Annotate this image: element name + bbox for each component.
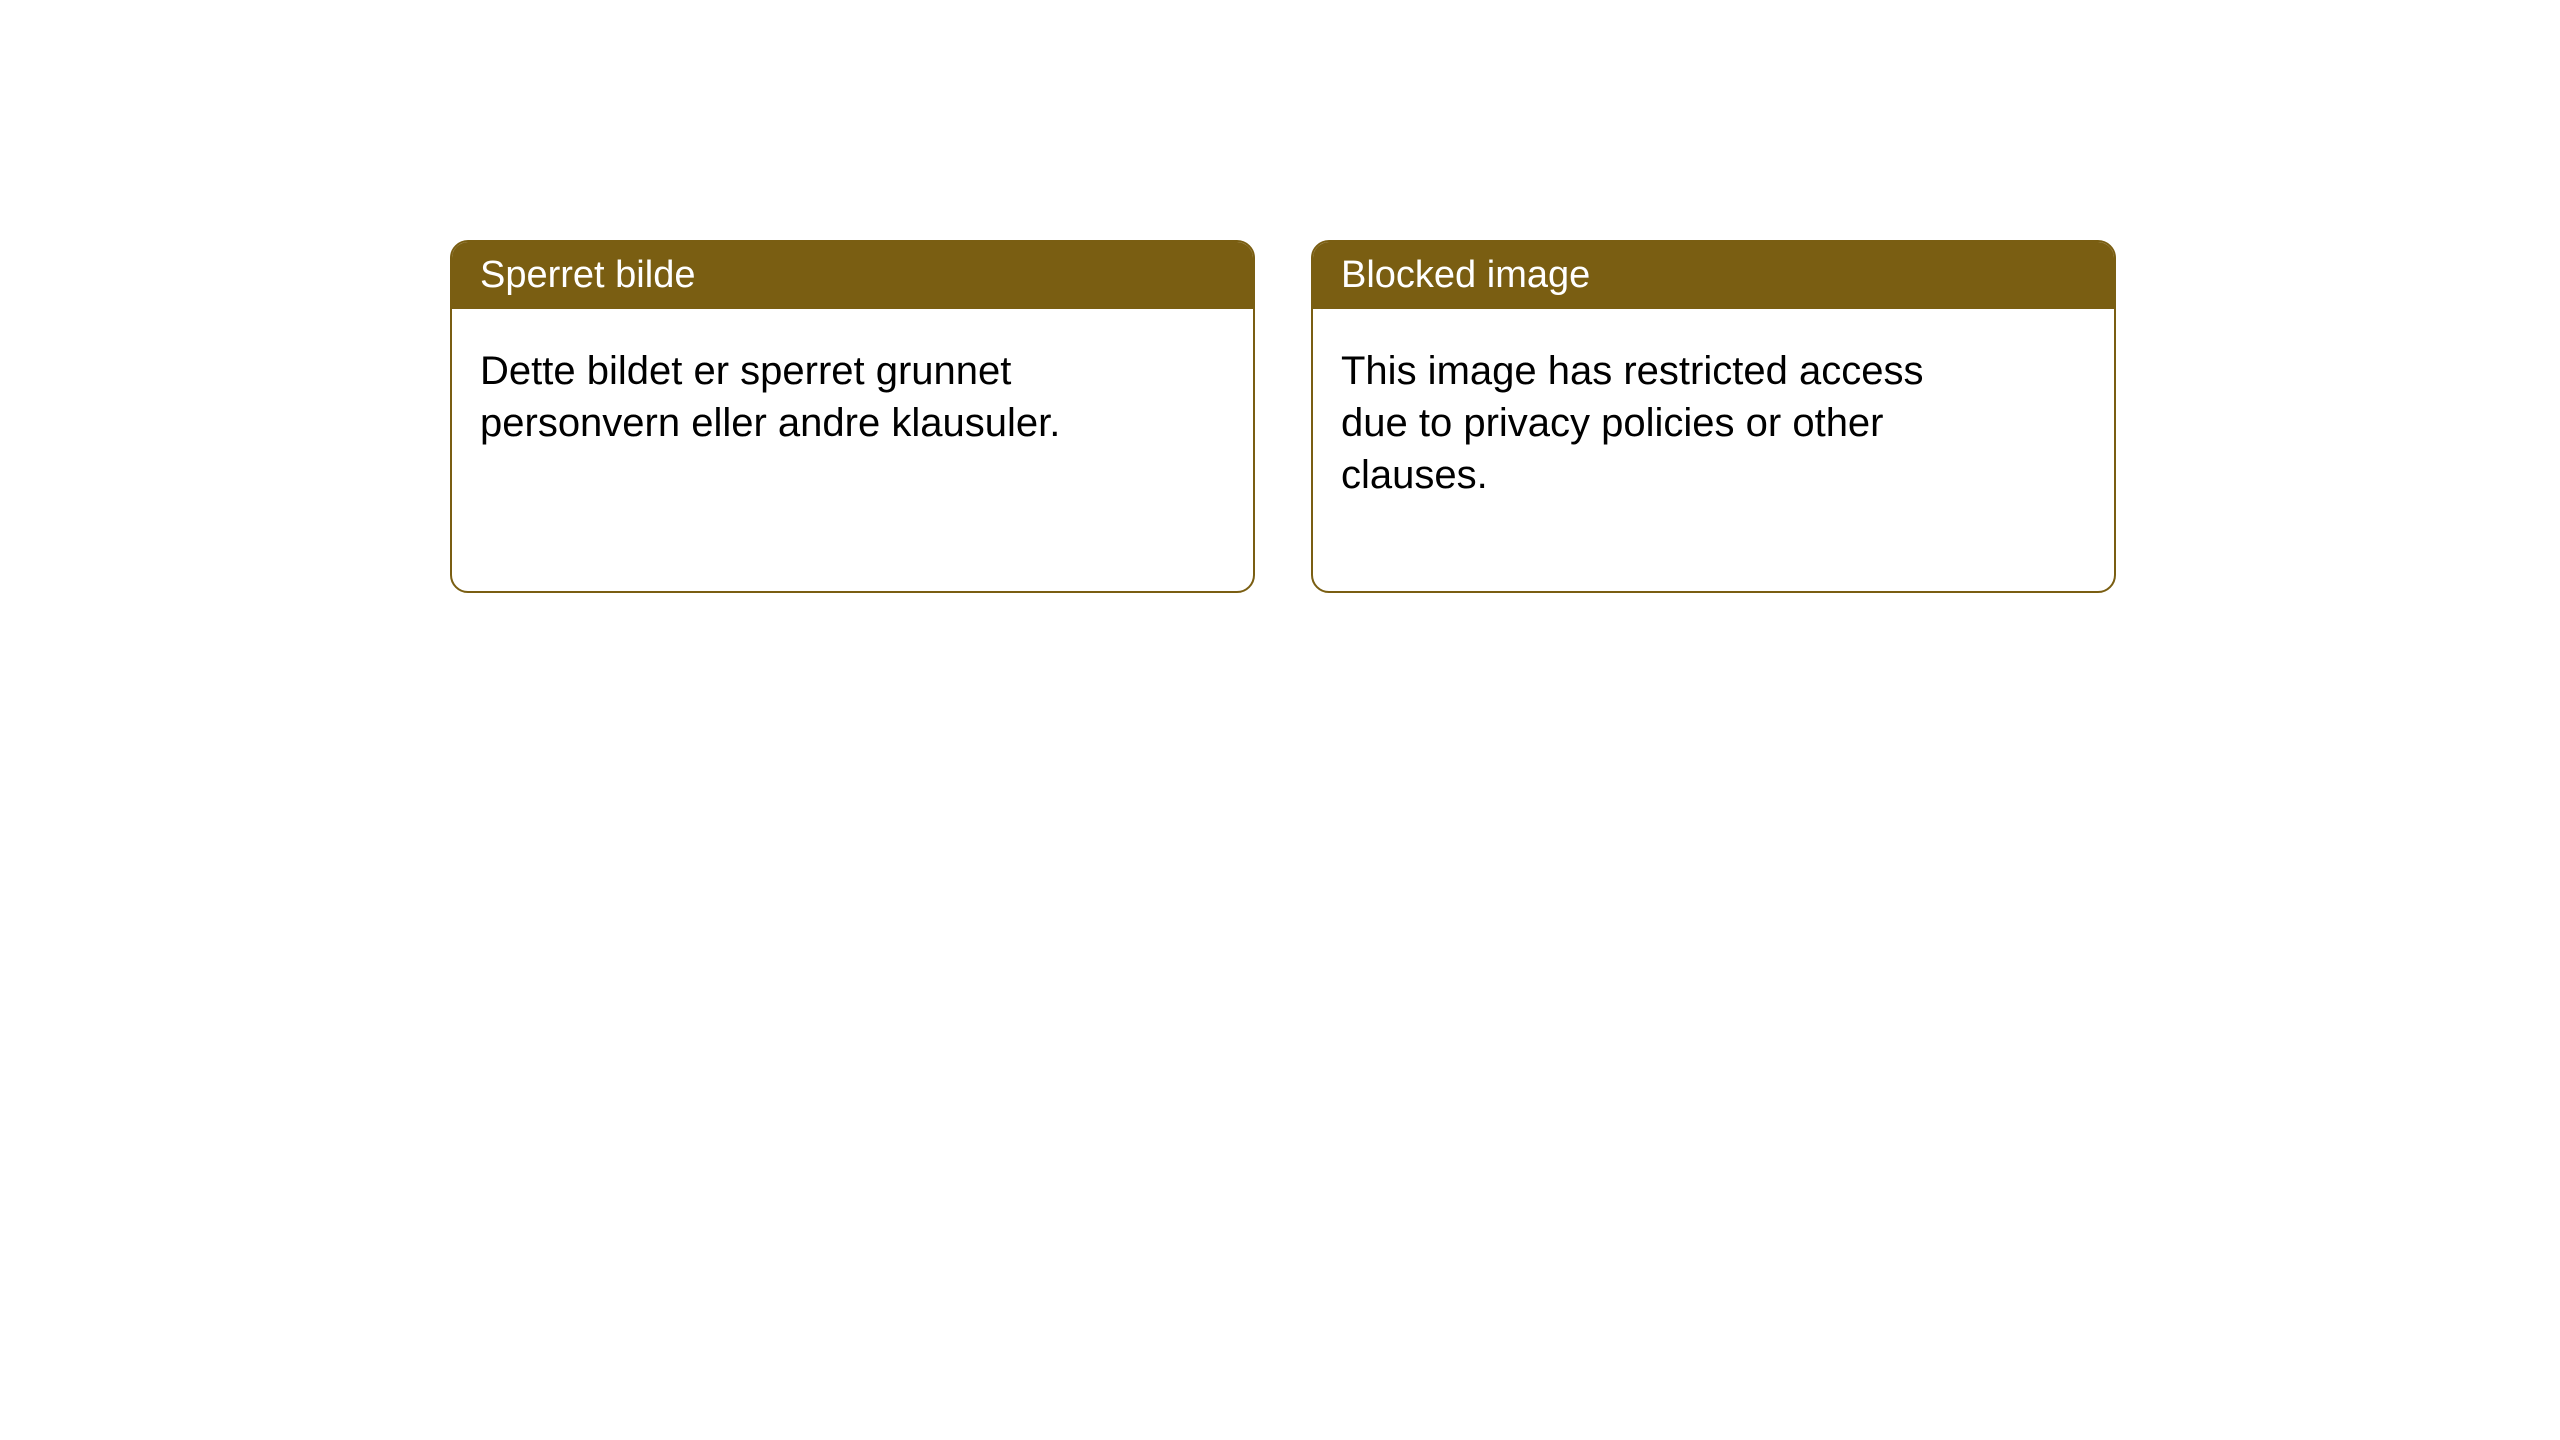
notice-header: Sperret bilde [452,242,1253,309]
notice-body: This image has restricted access due to … [1313,309,2013,591]
notice-header: Blocked image [1313,242,2114,309]
notice-box-english: Blocked image This image has restricted … [1311,240,2116,593]
notice-body: Dette bildet er sperret grunnet personve… [452,309,1152,539]
notice-container: Sperret bilde Dette bildet er sperret gr… [450,240,2116,593]
notice-box-norwegian: Sperret bilde Dette bildet er sperret gr… [450,240,1255,593]
